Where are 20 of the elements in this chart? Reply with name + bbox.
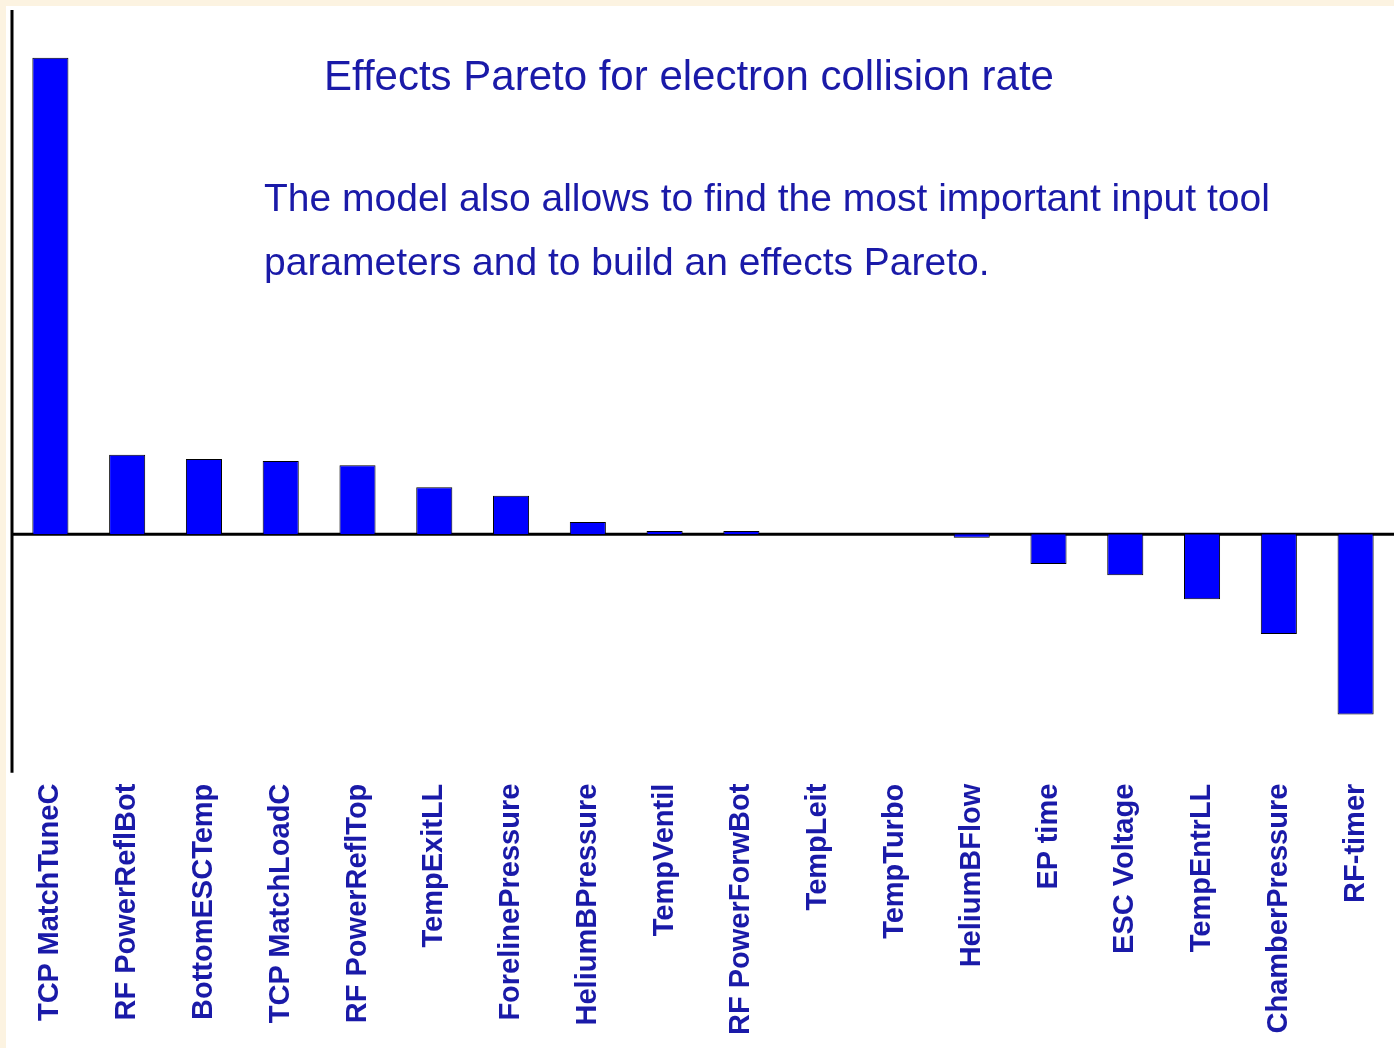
x-tick-label: TempVentil bbox=[646, 783, 679, 937]
x-tick-label: ESC Voltage bbox=[1107, 783, 1140, 954]
annotation: The model also allows to find the most important input tool parameters and to build an effects Pareto. bbox=[264, 176, 1270, 283]
x-tick-label: TCP MatchLoadC bbox=[262, 783, 295, 1024]
x-tick-label: BottomESCTemp bbox=[185, 783, 218, 1020]
chart-title: Effects Pareto for electron collision rate bbox=[324, 52, 1054, 99]
x-tick-label: EP time bbox=[1030, 783, 1063, 890]
x-tick-label: TCP MatchTuneC bbox=[32, 783, 65, 1022]
x-tick-label: ForelinePressure bbox=[493, 783, 526, 1021]
x-tick-label: HeliumBPressure bbox=[569, 783, 602, 1026]
x-tick-label: RF-timer bbox=[1337, 783, 1370, 903]
x-tick-label: RF PowerReflBot bbox=[109, 783, 142, 1021]
x-tick-label: TempLeit bbox=[800, 783, 833, 911]
x-tick-label: ChamberPressure bbox=[1260, 783, 1293, 1034]
x-tick-label: RF PowerForwBot bbox=[723, 783, 756, 1036]
x-tick-label: HeliumBFlow bbox=[953, 783, 986, 968]
x-tick-label: RF PowerReflTop bbox=[339, 783, 372, 1024]
x-tick-label: TempExitLL bbox=[416, 783, 449, 948]
x-tick-label: TempTurbo bbox=[876, 783, 909, 939]
x-tick-label: TempEntrLL bbox=[1184, 783, 1217, 953]
